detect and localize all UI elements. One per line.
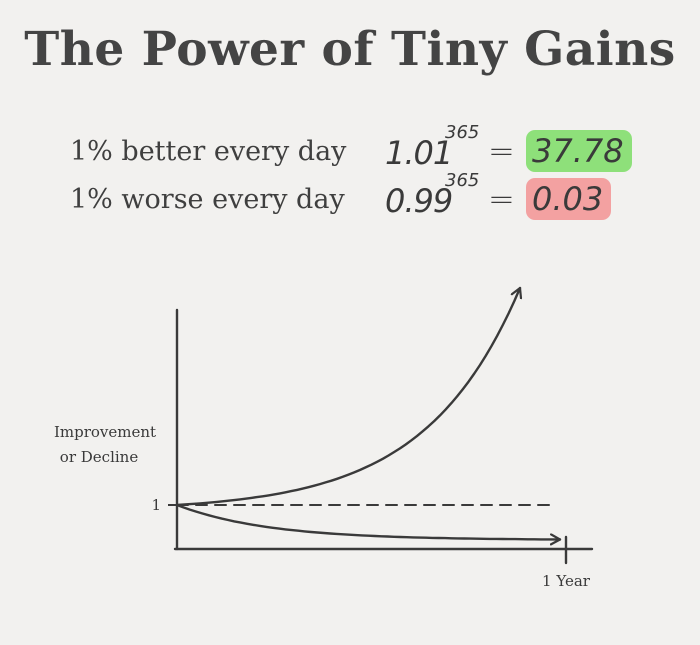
equation-better-equals: = (488, 132, 515, 170)
series-layer (175, 286, 562, 540)
equation-better-exponent: 365 (445, 122, 480, 143)
equation-better-label: 1% better every day (70, 136, 347, 167)
equation-worse-base: 0.99 (385, 182, 453, 220)
equation-better-result: 37.78 (526, 130, 632, 172)
y-axis-label-line-1: Improvement (54, 423, 156, 441)
growth-curve (175, 286, 520, 507)
y-axis-label-line-2: or Decline (60, 448, 139, 466)
equation-better: 1% better every day 1.01 365 = 37.78 (70, 122, 650, 174)
equation-worse-label: 1% worse every day (70, 184, 345, 215)
equation-worse-equals: = (488, 180, 515, 218)
equation-worse-exponent: 365 (445, 170, 480, 191)
decline-curve (175, 503, 562, 540)
equation-better-base: 1.01 (385, 134, 453, 172)
page-title: The Power of Tiny Gains (24, 22, 676, 77)
y-tick-label: 1 (151, 496, 161, 514)
x-tick-label: 1 Year (542, 572, 591, 590)
equation-worse: 1% worse every day 0.99 365 = 0.03 (70, 170, 650, 222)
equation-worse-result: 0.03 (526, 178, 612, 220)
